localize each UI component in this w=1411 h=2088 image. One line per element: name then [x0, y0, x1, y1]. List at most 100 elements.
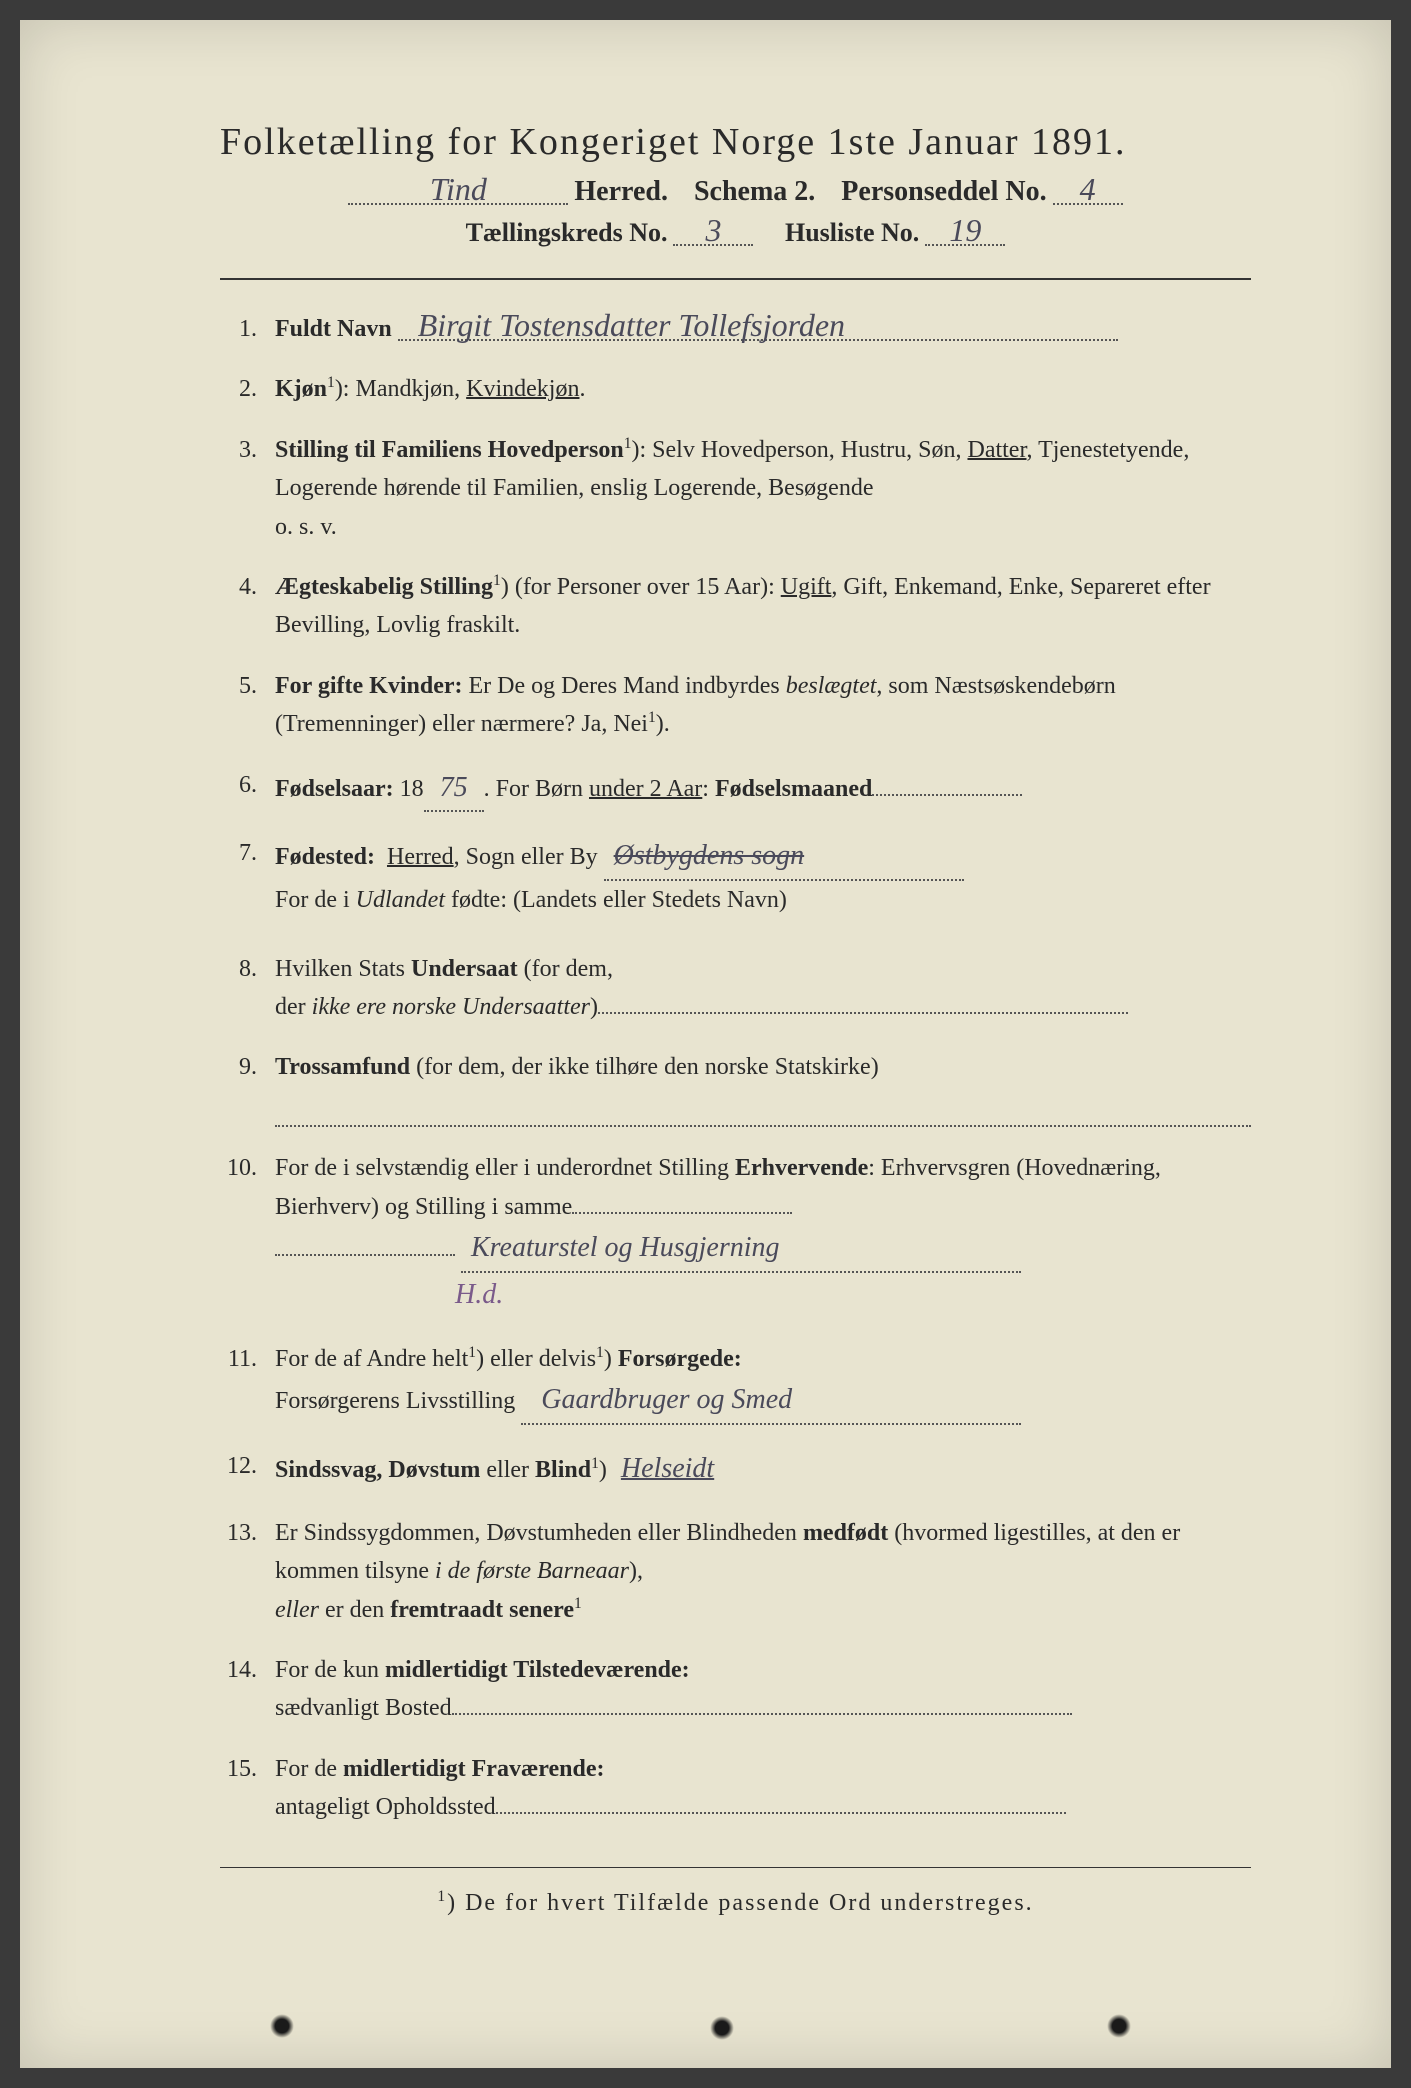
birthmonth-field	[872, 794, 1022, 796]
form-items: 1. Fuldt Navn Birgit Tostensdatter Tolle…	[220, 310, 1251, 1827]
purple-annotation: H.d.	[455, 1279, 503, 1310]
sup: 1	[648, 709, 656, 726]
item-13: 13. Er Sindssygdommen, Døvstumheden elle…	[220, 1514, 1251, 1629]
text: , Sogn eller By	[454, 844, 598, 870]
footnote-sup: 1	[437, 1888, 447, 1905]
sup: 1	[493, 572, 501, 589]
kreds-label: Tællingskreds No.	[466, 218, 668, 248]
item-content: Sindssvag, Døvstum eller Blind1) Helseid…	[275, 1447, 1251, 1492]
punch-hole-icon	[1107, 2014, 1131, 2038]
item-num: 1.	[220, 310, 275, 348]
text: For de af Andre helt	[275, 1346, 468, 1372]
item-content: For gifte Kvinder: Er De og Deres Mand i…	[275, 667, 1251, 744]
item-7: 7. Fødested: Herred, Sogn eller By Østby…	[220, 834, 1251, 919]
item-1: 1. Fuldt Navn Birgit Tostensdatter Tolle…	[220, 310, 1251, 348]
label: Trossamfund	[275, 1054, 410, 1080]
item-num: 14.	[220, 1651, 275, 1728]
label2: Fødselsmaaned	[715, 776, 872, 802]
sup: 1	[574, 1595, 582, 1612]
census-form-page: Folketælling for Kongeriget Norge 1ste J…	[20, 20, 1391, 2068]
whereabouts-field	[496, 1812, 1066, 1814]
text: For de	[275, 1756, 343, 1782]
under2-label: under 2 Aar	[589, 776, 702, 802]
label: Erhvervende	[735, 1155, 868, 1181]
text: . For Børn	[484, 776, 589, 802]
form-title: Folketælling for Kongeriget Norge 1ste J…	[220, 120, 1251, 164]
personseddel-label: Personseddel No.	[841, 176, 1046, 208]
sup: 1	[596, 1344, 604, 1361]
item-num: 4.	[220, 568, 275, 645]
label2: Blind	[535, 1457, 591, 1483]
label: Ægteskabelig Stilling	[275, 574, 493, 600]
label: Stilling til Familiens Hovedperson	[275, 437, 624, 463]
sup: 1	[624, 435, 632, 452]
text: (for dem,	[518, 956, 613, 982]
sup: 1	[468, 1344, 476, 1361]
item-content: Er Sindssygdommen, Døvstumheden eller Bl…	[275, 1514, 1251, 1629]
item-num: 15.	[220, 1750, 275, 1827]
fullname-value: Birgit Tostensdatter Tollefsjorden	[398, 313, 1118, 341]
item-content: For de af Andre helt1) eller delvis1) Fo…	[275, 1340, 1251, 1425]
label: Forsørgede:	[618, 1346, 742, 1372]
item-num: 8.	[220, 950, 275, 1027]
item-content: Fødested: Herred, Sogn eller By Østbygde…	[275, 834, 1251, 919]
label: Undersaat	[411, 956, 518, 982]
italic: eller	[275, 1597, 319, 1623]
item-10: 10. For de i selvstændig eller i underor…	[220, 1149, 1251, 1317]
nationality-field	[598, 1012, 1128, 1014]
label: For gifte Kvinder:	[275, 673, 463, 699]
item-num: 13.	[220, 1514, 275, 1629]
text: Er De og Deres Mand indbyrdes	[463, 673, 786, 699]
text: Forsørgerens Livsstilling	[275, 1388, 515, 1414]
item-9: 9. Trossamfund (for dem, der ikke tilhør…	[220, 1048, 1251, 1127]
occupation-value: Kreaturstel og Husgjerning	[461, 1226, 1021, 1273]
header-divider	[220, 278, 1251, 280]
form-header: Folketælling for Kongeriget Norge 1ste J…	[220, 120, 1251, 248]
year-prefix: 18	[394, 776, 424, 802]
item-11: 11. For de af Andre helt1) eller delvis1…	[220, 1340, 1251, 1425]
herred-value: Tind	[348, 177, 568, 205]
label: Fødested:	[275, 844, 375, 870]
text: For de i	[275, 887, 356, 913]
text: o. s. v.	[275, 514, 337, 540]
husliste-label: Husliste No.	[785, 218, 919, 248]
item-num: 12.	[220, 1447, 275, 1492]
text: Hvilken Stats	[275, 956, 411, 982]
item-num: 6.	[220, 766, 275, 813]
text: ),	[629, 1558, 643, 1584]
punch-hole-icon	[270, 2014, 294, 2038]
birthplace-type: Herred	[387, 844, 454, 870]
item-12: 12. Sindssvag, Døvstum eller Blind1) Hel…	[220, 1447, 1251, 1492]
item-content: For de midlertidigt Fraværende: antageli…	[275, 1750, 1251, 1827]
label: Sindssvag, Døvstum	[275, 1457, 480, 1483]
item-8: 8. Hvilken Stats Undersaat (for dem, der…	[220, 950, 1251, 1027]
religion-field	[275, 1099, 1251, 1128]
schema-label: Schema 2.	[694, 176, 815, 208]
item-num: 10.	[220, 1149, 275, 1317]
label: Fødselsaar:	[275, 776, 394, 802]
text: ).	[656, 711, 670, 737]
italic: ikke ere norske Undersaatter	[312, 994, 590, 1020]
herred-label: Herred.	[574, 176, 668, 208]
text: Er Sindssygdommen, Døvstumheden eller Bl…	[275, 1520, 803, 1546]
text: :	[702, 776, 715, 802]
marital-selected: Ugift	[781, 574, 832, 600]
item-content: Fuldt Navn Birgit Tostensdatter Tollefsj…	[275, 310, 1251, 348]
item-6: 6. Fødselsaar: 1875. For Børn under 2 Aa…	[220, 766, 1251, 813]
label: midlertidigt Tilstedeværende:	[385, 1657, 690, 1683]
birthplace-value: Østbygdens sogn	[604, 834, 964, 881]
label2: fremtraadt senere	[390, 1597, 574, 1623]
item-num: 3.	[220, 431, 275, 546]
text: For de kun	[275, 1657, 385, 1683]
relation-selected: Datter	[967, 437, 1026, 463]
item-2: 2. Kjøn1): Mandkjøn, Kvindekjøn.	[220, 370, 1251, 408]
text: eller	[480, 1457, 535, 1483]
personseddel-value: 4	[1053, 177, 1123, 205]
occupation-field-1	[572, 1212, 792, 1214]
label: Kjøn	[275, 376, 327, 402]
text: ) eller delvis	[476, 1346, 596, 1372]
text: der	[275, 994, 312, 1020]
text: sædvanligt Bosted	[275, 1695, 452, 1721]
sex-selected: Kvindekjøn	[466, 376, 579, 402]
punch-hole-icon	[710, 2016, 734, 2040]
